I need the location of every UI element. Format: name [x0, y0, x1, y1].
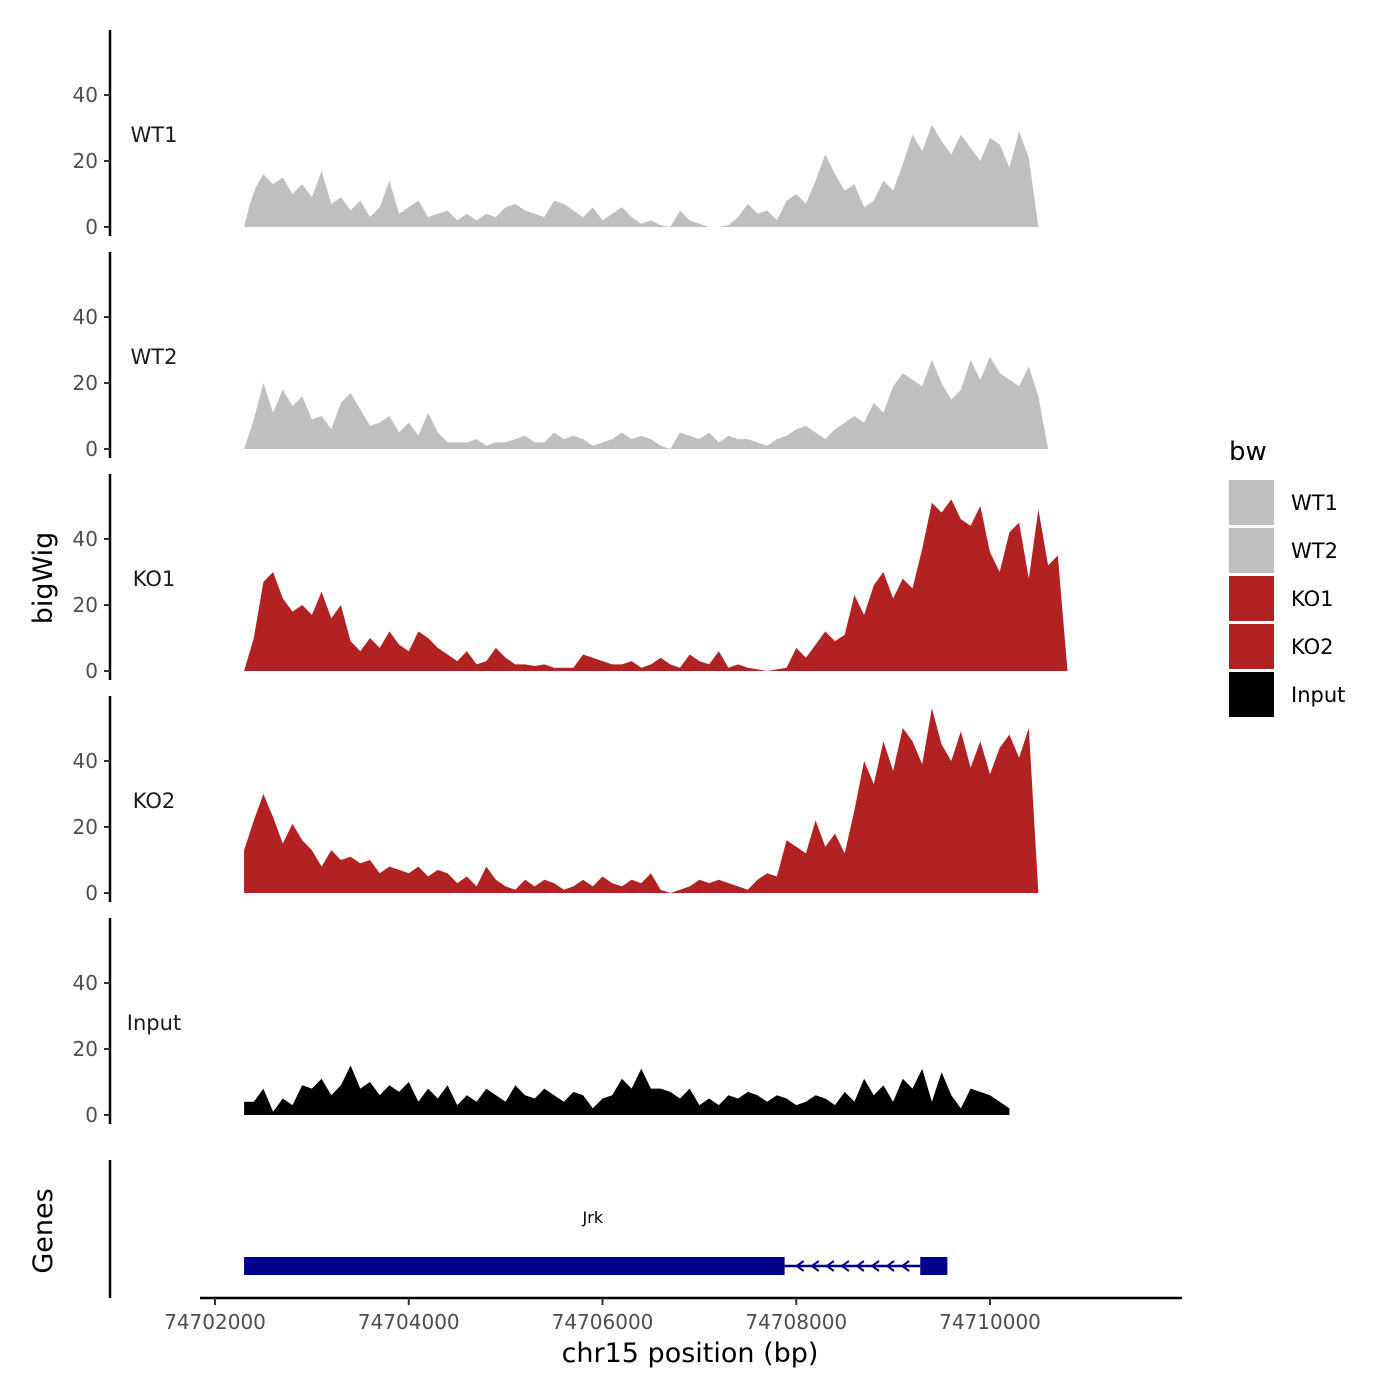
- y-tick-label: 20: [73, 149, 98, 173]
- gene-exon: [920, 1257, 948, 1275]
- strand-arrow: [840, 1260, 850, 1272]
- coverage-area-wt2: [244, 356, 1049, 449]
- legend-title: bw: [1229, 437, 1267, 467]
- legend-key-wt2: [1229, 528, 1274, 573]
- gene-label: Jrk: [582, 1208, 604, 1227]
- track-label-input: Input: [127, 1011, 181, 1035]
- track-label-wt2: WT2: [131, 345, 178, 369]
- track-label-ko2: KO2: [133, 789, 176, 813]
- strand-arrow: [794, 1260, 805, 1272]
- legend-key-input: [1229, 672, 1274, 717]
- y-tick-label: 20: [73, 1037, 98, 1061]
- y-tick-label: 40: [73, 971, 98, 995]
- legend-key-ko2: [1229, 624, 1274, 669]
- track-wt1: 0 20 40 WT1: [73, 30, 1039, 239]
- strand-arrow: [810, 1260, 820, 1272]
- y-tick-label: 40: [73, 83, 98, 107]
- x-tick-label: 74702000: [164, 1310, 266, 1334]
- legend-label-input: Input: [1291, 683, 1345, 707]
- legend-label-ko1: KO1: [1291, 587, 1334, 611]
- track-label-ko1: KO1: [133, 567, 176, 591]
- strand-arrow: [855, 1260, 865, 1272]
- y-tick-label: 40: [73, 749, 98, 773]
- x-tick-label: 74704000: [358, 1310, 460, 1334]
- gene-jrk: Jrk: [244, 1208, 948, 1275]
- coverage-tracks: 0 20 40 WT1 0 20 40 WT2 0 20 40 KO1 0 20 40 KO2 0 20 40 Inp…: [73, 30, 1068, 1127]
- legend-label-wt2: WT2: [1291, 539, 1338, 563]
- coverage-area-ko1: [244, 499, 1068, 671]
- coverage-area-ko2: [244, 708, 1039, 893]
- strand-arrow: [885, 1260, 895, 1272]
- track-ko2: 0 20 40 KO2: [73, 696, 1039, 905]
- y-tick-label: 40: [73, 527, 98, 551]
- strand-arrow: [870, 1260, 880, 1272]
- gene-track: Jrk: [108, 1160, 948, 1298]
- x-tick-label: 74706000: [552, 1310, 654, 1334]
- y-tick-label: 0: [85, 659, 98, 683]
- coverage-area-wt1: [244, 124, 1039, 227]
- legend-key-ko1: [1229, 576, 1274, 621]
- legend-label-wt1: WT1: [1291, 491, 1338, 515]
- y-tick-label: 20: [73, 593, 98, 617]
- x-tick-label: 74708000: [745, 1310, 847, 1334]
- y-tick-label: 0: [85, 215, 98, 239]
- strand-arrow: [825, 1260, 835, 1272]
- legend: bw WT1 WT2 KO1 KO2 Input: [1229, 437, 1345, 717]
- strand-arrow: [900, 1260, 910, 1272]
- gene-exon: [244, 1257, 785, 1275]
- y-tick-label: 20: [73, 815, 98, 839]
- track-wt2: 0 20 40 WT2: [73, 252, 1049, 461]
- y-tick-label: 0: [85, 881, 98, 905]
- x-axis-title: chr15 position (bp): [562, 1338, 819, 1369]
- track-label-wt1: WT1: [131, 123, 178, 147]
- y-tick-label: 0: [85, 1103, 98, 1127]
- y-tick-label: 0: [85, 437, 98, 461]
- y-axis-title: bigWig: [28, 532, 59, 625]
- legend-key-wt1: [1229, 480, 1274, 525]
- y-tick-label: 20: [73, 371, 98, 395]
- x-tick-label: 74710000: [939, 1310, 1041, 1334]
- track-ko1: 0 20 40 KO1: [73, 474, 1068, 683]
- legend-label-ko2: KO2: [1291, 635, 1334, 659]
- track-input: 0 20 40 Input: [73, 918, 1010, 1127]
- coverage-area-input: [244, 1065, 1010, 1115]
- genes-axis-title: Genes: [28, 1188, 59, 1273]
- y-tick-label: 40: [73, 305, 98, 329]
- x-axis: 74702000 74704000 74706000 74708000 74710000: [164, 1296, 1182, 1334]
